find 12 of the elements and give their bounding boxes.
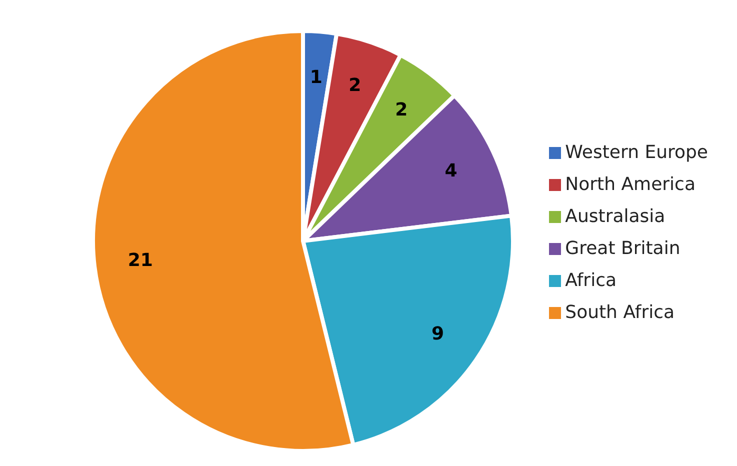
data-label: 2 (395, 100, 408, 121)
data-label: 2 (348, 75, 362, 96)
data-label: 21 (128, 250, 153, 272)
data-label: 9 (432, 324, 444, 345)
data-label: 4 (444, 160, 458, 182)
legend-label: Great Britain (565, 238, 680, 259)
legend-label: North America (565, 174, 696, 195)
data-label: 1 (310, 67, 322, 88)
legend-label: South Africa (565, 302, 675, 323)
legend-label: Australasia (565, 206, 666, 227)
legend-label: Western Europe (565, 142, 708, 163)
legend-label: Africa (565, 270, 616, 291)
